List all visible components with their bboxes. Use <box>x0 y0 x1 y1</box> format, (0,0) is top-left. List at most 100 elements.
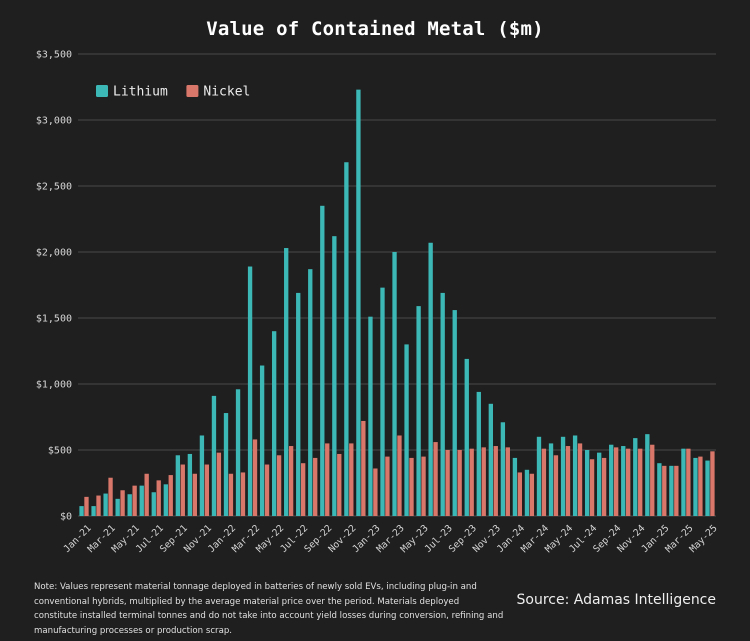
nickel-bar <box>84 496 89 516</box>
nickel-bar <box>204 464 210 516</box>
lithium-bar <box>609 444 614 516</box>
y-tick-label: $1,000 <box>36 380 72 391</box>
lithium-bar <box>320 205 325 517</box>
nickel-bar <box>288 446 294 516</box>
lithium-bar <box>163 484 168 516</box>
y-tick-label: $1,500 <box>36 314 72 325</box>
nickel-bar <box>132 485 137 516</box>
bar-layer <box>79 89 715 517</box>
y-tick-label: $3,000 <box>36 116 72 127</box>
lithium-bar <box>127 494 132 516</box>
lithium-bar <box>344 162 349 517</box>
lithium-bar <box>271 331 277 516</box>
lithium-bar <box>247 266 253 516</box>
lithium-bar <box>500 422 506 516</box>
nickel-bar <box>385 456 390 516</box>
nickel-bar <box>361 420 366 516</box>
nickel-bar <box>409 457 414 516</box>
nickel-bar <box>168 475 173 516</box>
nickel-bar <box>698 456 703 516</box>
lithium-bar <box>705 460 710 516</box>
nickel-bar <box>626 448 631 516</box>
lithium-bar <box>633 438 638 516</box>
nickel-bar <box>553 455 559 516</box>
nickel-bar <box>589 459 595 516</box>
lithium-bar <box>681 448 686 516</box>
nickel-bar <box>517 472 523 516</box>
nickel-bar <box>493 446 498 516</box>
lithium-bar <box>452 310 457 516</box>
nickel-bar <box>156 480 161 516</box>
lithium-bar <box>332 236 337 516</box>
nickel-bar <box>264 464 270 516</box>
lithium-bar <box>572 435 578 516</box>
lithium-bar <box>512 457 518 516</box>
legend-swatch-lithium <box>96 85 108 97</box>
lithium-bar <box>296 292 301 516</box>
lithium-bar <box>308 269 313 516</box>
x-axis-ticks: Jan-21Mar-21May-21Jul-21Sep-21Nov-21Jan-… <box>62 523 720 555</box>
y-tick-label: $2,500 <box>36 182 72 193</box>
nickel-bar <box>301 463 306 516</box>
footnote: Note: Values represent material tonnage … <box>34 582 504 636</box>
lithium-bar <box>416 306 421 516</box>
lithium-bar <box>199 435 205 516</box>
lithium-bar <box>79 506 84 516</box>
nickel-bar <box>120 490 125 516</box>
nickel-bar <box>325 443 330 516</box>
nickel-bar <box>505 447 510 516</box>
nickel-bar <box>240 472 246 516</box>
nickel-bar <box>96 495 101 516</box>
nickel-bar <box>650 444 655 516</box>
lithium-bar <box>91 506 96 516</box>
nickel-bar <box>662 465 667 516</box>
y-tick-label: $500 <box>48 446 72 457</box>
nickel-bar <box>613 447 619 516</box>
y-tick-label: $3,500 <box>36 50 72 61</box>
nickel-bar <box>457 450 462 516</box>
lithium-bar <box>440 292 445 516</box>
nickel-bar <box>469 448 474 516</box>
lithium-bar <box>380 287 385 516</box>
lithium-bar <box>536 436 542 516</box>
legend-swatch-nickel <box>186 85 199 97</box>
nickel-bar <box>638 448 643 516</box>
nickel-bar <box>529 473 535 516</box>
lithium-bar <box>464 358 469 516</box>
nickel-bar <box>252 439 258 516</box>
y-axis-ticks: $0 $500 $1,000 $1,500 $2,000 $2,500 $3,000 $3,5… <box>36 50 72 523</box>
lithium-bar <box>223 413 229 516</box>
lithium-bar <box>548 443 554 516</box>
nickel-bar <box>313 457 318 516</box>
nickel-bar <box>481 447 486 516</box>
lithium-bar <box>645 434 650 516</box>
lithium-bar <box>524 469 530 516</box>
source-label: Source: Adamas Intelligence <box>516 592 716 608</box>
lithium-bar <box>139 485 144 516</box>
grid-layer <box>78 53 716 517</box>
lithium-bar <box>476 391 481 516</box>
lithium-bar <box>259 365 265 516</box>
nickel-bar <box>373 468 378 516</box>
lithium-bar <box>211 395 217 516</box>
nickel-bar <box>710 451 715 516</box>
nickel-bar <box>228 473 234 516</box>
lithium-bar <box>356 89 361 516</box>
nickel-bar <box>108 477 113 516</box>
legend: Lithium Nickel <box>96 85 250 100</box>
nickel-bar <box>445 450 450 516</box>
nickel-bar <box>601 457 607 516</box>
nickel-bar <box>337 453 342 516</box>
chart-title: Value of Contained Metal ($m) <box>206 18 544 40</box>
lithium-bar <box>428 242 433 516</box>
nickel-bar <box>421 456 426 516</box>
nickel-bar <box>349 443 354 516</box>
nickel-bar <box>577 443 583 516</box>
legend-label-lithium: Lithium <box>113 85 168 100</box>
lithium-bar <box>584 450 590 516</box>
lithium-bar <box>368 316 373 516</box>
nickel-bar <box>216 452 222 516</box>
lithium-bar <box>235 389 241 516</box>
